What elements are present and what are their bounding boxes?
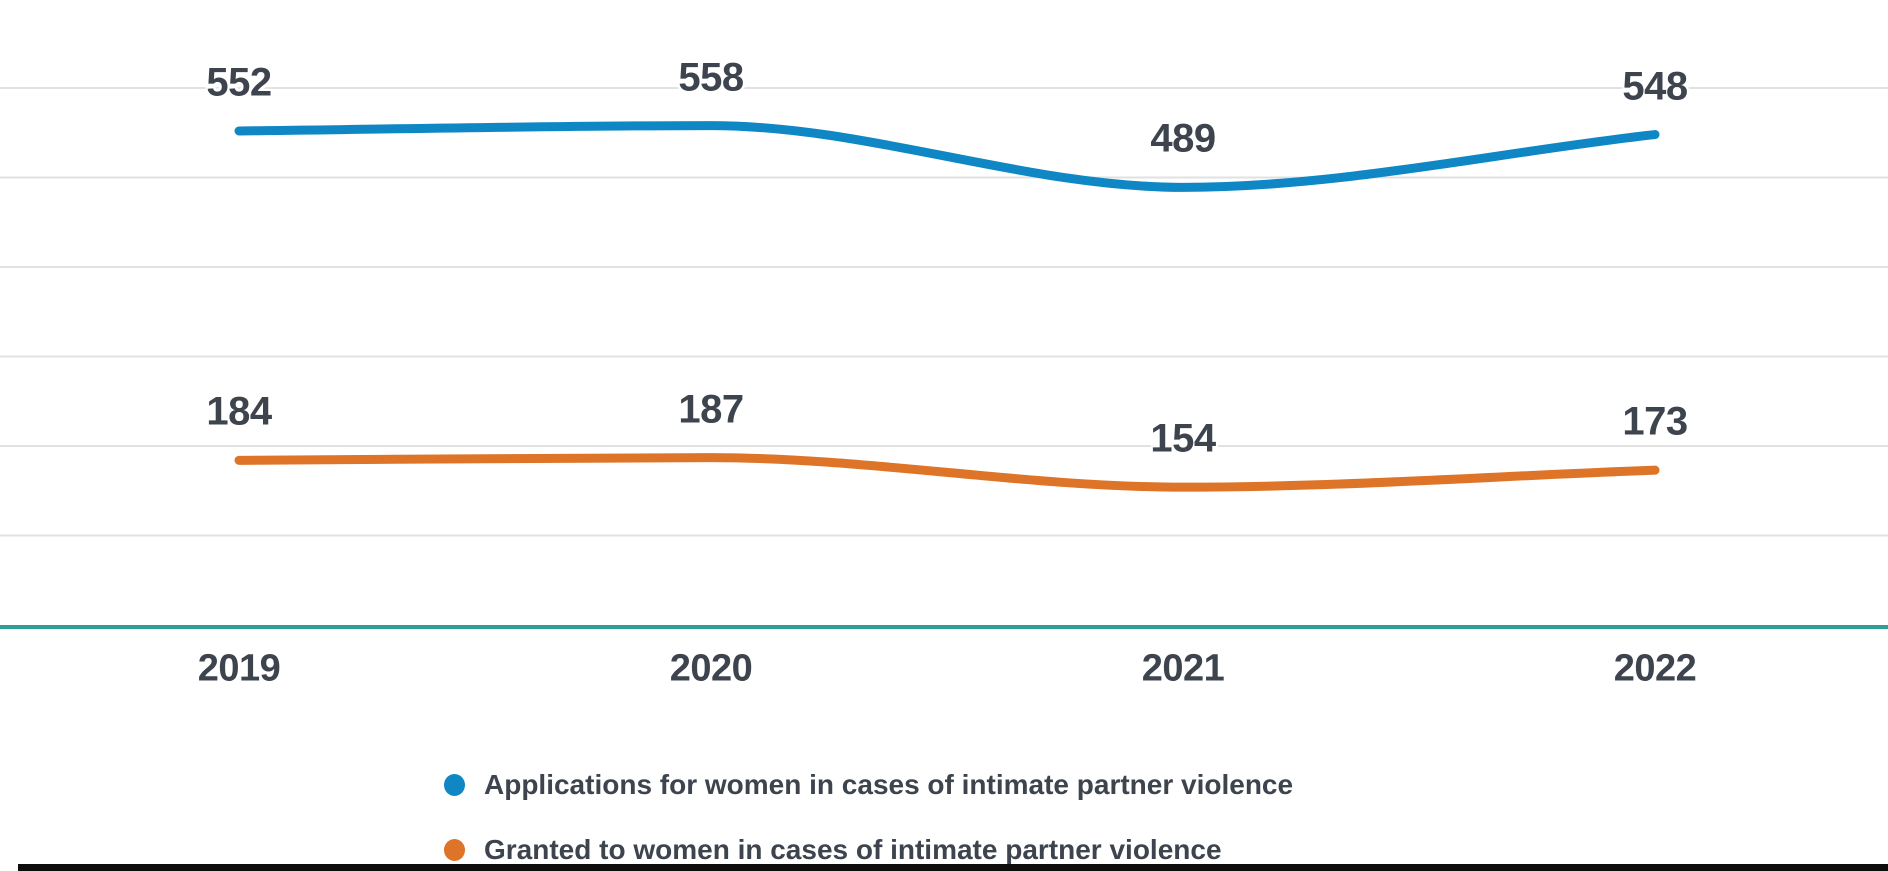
bottom-bar	[18, 864, 1888, 871]
legend: Applications for women in cases of intim…	[444, 768, 1293, 867]
data-label-applications-2019: 552	[206, 60, 272, 105]
x-axis-label-2022: 2022	[1613, 647, 1697, 690]
x-axis-label-2019: 2019	[197, 647, 281, 690]
data-label-granted-2022: 173	[1622, 399, 1688, 444]
data-label-granted-2021: 154	[1150, 416, 1216, 461]
series-line-granted	[234, 453, 1660, 492]
data-label-granted-2020: 187	[678, 387, 744, 432]
legend-label-granted: Granted to women in cases of intimate pa…	[484, 834, 1222, 865]
data-label-applications-2022: 548	[1622, 64, 1688, 109]
x-axis-label-2021: 2021	[1141, 647, 1225, 690]
legend-label-applications: Applications for women in cases of intim…	[484, 769, 1294, 800]
series-line-applications	[234, 121, 1660, 192]
legend-marker-applications-icon	[444, 774, 465, 796]
legend-marker-granted-icon	[444, 839, 465, 861]
data-label-applications-2020: 558	[678, 55, 744, 100]
legend-item-applications: Applications for women in cases of intim…	[444, 768, 1293, 802]
legend-item-granted: Granted to women in cases of intimate pa…	[444, 833, 1293, 867]
data-label-applications-2021: 489	[1150, 116, 1216, 161]
data-label-granted-2019: 184	[206, 389, 272, 434]
x-axis-label-2020: 2020	[669, 647, 753, 690]
